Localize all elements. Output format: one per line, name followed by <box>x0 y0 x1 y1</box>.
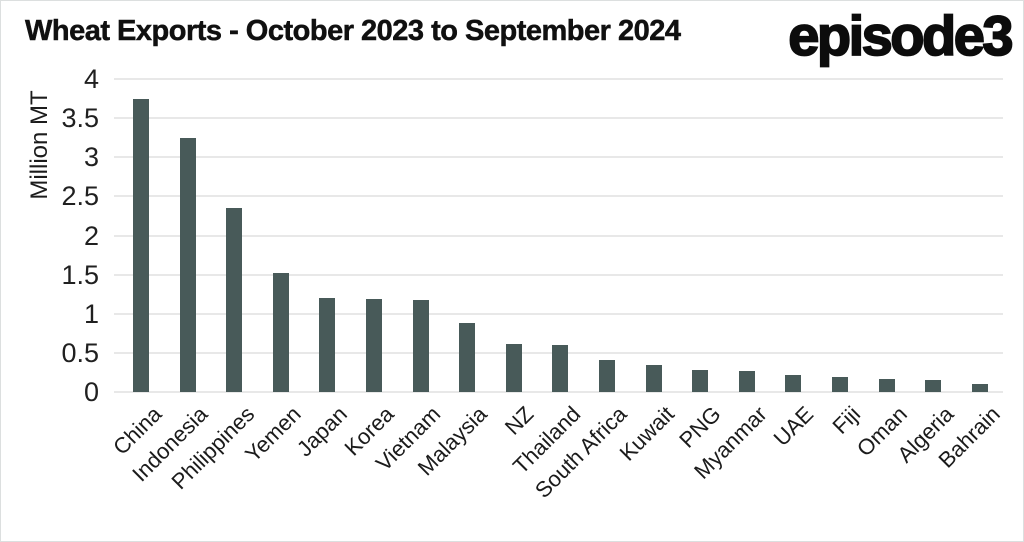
y-tick-label: 3 <box>83 142 99 173</box>
y-axis-ticks: 0 0.5 1 1.5 2 2.5 3 3.5 4 <box>1 66 99 406</box>
gridline <box>114 273 1003 276</box>
chart-title: Wheat Exports - October 2023 to Septembe… <box>25 15 681 48</box>
bar-philippines <box>226 208 243 392</box>
bar-uae <box>785 374 802 392</box>
x-tick-label: Malaysia <box>413 401 493 481</box>
x-tick-label: Kuwait <box>614 401 679 466</box>
y-tick-label: 0.5 <box>61 337 99 368</box>
x-tick-label: Philippines <box>166 401 260 495</box>
bar-oman <box>878 378 895 392</box>
gridline <box>114 195 1003 198</box>
gridline <box>114 234 1003 237</box>
bar-fiji <box>832 377 848 392</box>
x-tick-label: Thailand <box>508 401 586 479</box>
bar-malaysia <box>459 323 476 392</box>
x-tick-label: China <box>107 401 166 460</box>
gridline <box>114 78 1003 80</box>
x-tick-label: Myanmar <box>689 401 772 484</box>
x-tick-label: South Africa <box>530 401 632 503</box>
y-tick-label: 1 <box>83 298 99 329</box>
y-tick-label: 4 <box>83 64 99 94</box>
x-tick-label: Fiji <box>827 401 865 439</box>
x-tick-label: Bahrain <box>933 401 1005 473</box>
bar-yemen <box>272 273 289 392</box>
y-tick-label: 0 <box>83 377 99 407</box>
bar-myanmar <box>738 370 755 392</box>
x-tick-label: PNG <box>673 401 726 453</box>
bar-png <box>692 370 709 392</box>
x-tick-label: Japan <box>292 401 353 462</box>
bar-nz <box>505 343 522 392</box>
gridline <box>114 117 1003 120</box>
episode3-logo: episode3 <box>787 3 1014 68</box>
bar-japan <box>319 298 336 392</box>
bar-kuwait <box>645 365 662 392</box>
bar-thailand <box>552 345 569 392</box>
x-tick-label: Oman <box>851 401 912 462</box>
bar-algeria <box>925 380 942 392</box>
gridline <box>114 312 1003 315</box>
gridline <box>114 156 1003 159</box>
x-tick-label: UAE <box>768 401 819 451</box>
bar-korea <box>366 298 382 392</box>
y-tick-label: 2.5 <box>61 181 99 212</box>
bar-china <box>133 98 149 392</box>
gridline <box>114 391 1003 393</box>
bar-bahrain <box>971 384 988 392</box>
x-tick-label: Indonesia <box>127 401 213 487</box>
bar-vietnam <box>412 299 429 392</box>
x-tick-label: Vietnam <box>371 401 446 476</box>
x-tick-label: Algeria <box>892 401 959 468</box>
plot-area <box>114 78 1003 393</box>
bar-indonesia <box>179 138 196 392</box>
x-tick-label: NZ <box>500 401 539 440</box>
y-tick-label: 2 <box>83 220 99 251</box>
x-tick-label: Korea <box>339 401 399 461</box>
bar-south-africa <box>599 359 615 392</box>
y-tick-label: 1.5 <box>61 259 99 290</box>
x-tick-label: Yemen <box>240 401 306 467</box>
y-tick-label: 3.5 <box>61 103 99 134</box>
